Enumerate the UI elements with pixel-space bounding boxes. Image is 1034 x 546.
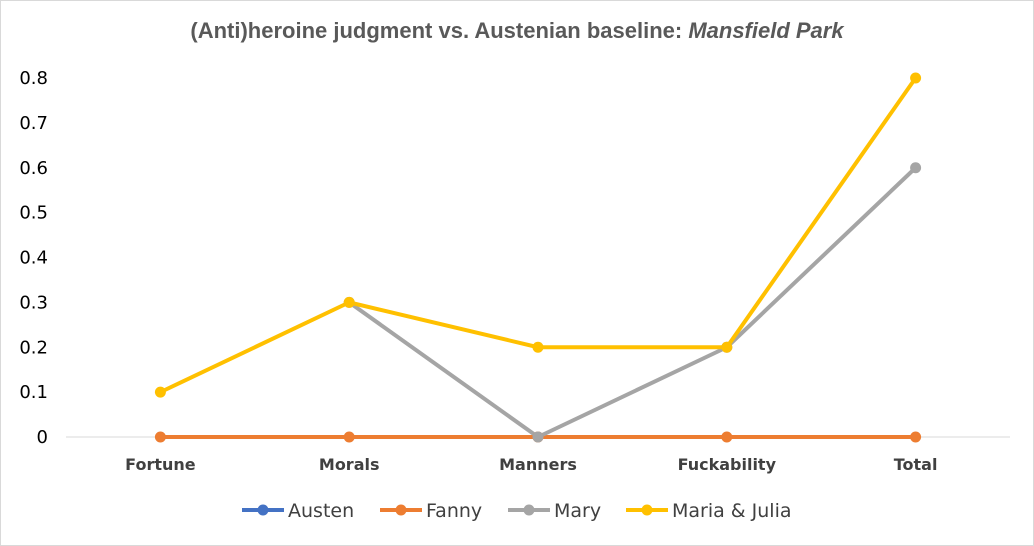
legend-marker [641,504,653,516]
chart-title-main: (Anti)heroine judgment vs. Austenian bas… [190,18,689,43]
legend-label: Mary [554,500,601,522]
y-tick-label: 0.6 [19,158,48,179]
data-point [532,341,544,353]
data-point [721,431,733,443]
y-axis-ticks: 0 0.1 0.2 0.3 0.4 0.5 0.6 0.7 0.8 [19,68,48,448]
y-tick-label: 0.7 [19,113,48,134]
data-point [343,296,355,308]
x-category-label: Morals [319,455,380,474]
series-points [154,72,922,443]
data-point [154,431,166,443]
series-line-mary [347,165,918,439]
data-point [343,431,355,443]
legend-marker [395,504,407,516]
x-category-label: Fuckability [678,455,777,474]
y-tick-label: 0.3 [19,292,48,313]
data-point [154,386,166,398]
x-category-label: Fortune [125,455,196,474]
y-tick-label: 0.1 [19,382,48,403]
legend-marker [257,504,269,516]
series-lines [158,76,918,439]
chart-title-italic: Mansfield Park [688,18,844,43]
y-tick-label: 0.4 [19,248,48,269]
legend-label: Fanny [426,500,482,522]
legend: Austen Fanny Mary Maria & Julia [242,500,792,522]
data-point [532,431,544,443]
chart-title: (Anti)heroine judgment vs. Austenian bas… [0,18,1034,44]
legend-marker [523,504,535,516]
legend-label: Austen [288,500,354,522]
x-category-label: Total [894,455,938,474]
data-point [721,341,733,353]
x-axis-categories: Fortune Morals Manners Fuckability Total [125,455,937,474]
legend-label: Maria & Julia [672,500,792,522]
data-point [910,431,922,443]
y-tick-label: 0 [37,427,48,448]
x-category-label: Manners [499,455,577,474]
y-tick-label: 0.5 [19,203,48,224]
data-point [910,72,922,84]
data-point [910,162,922,174]
y-tick-label: 0.8 [19,68,48,89]
y-tick-label: 0.2 [19,337,48,358]
